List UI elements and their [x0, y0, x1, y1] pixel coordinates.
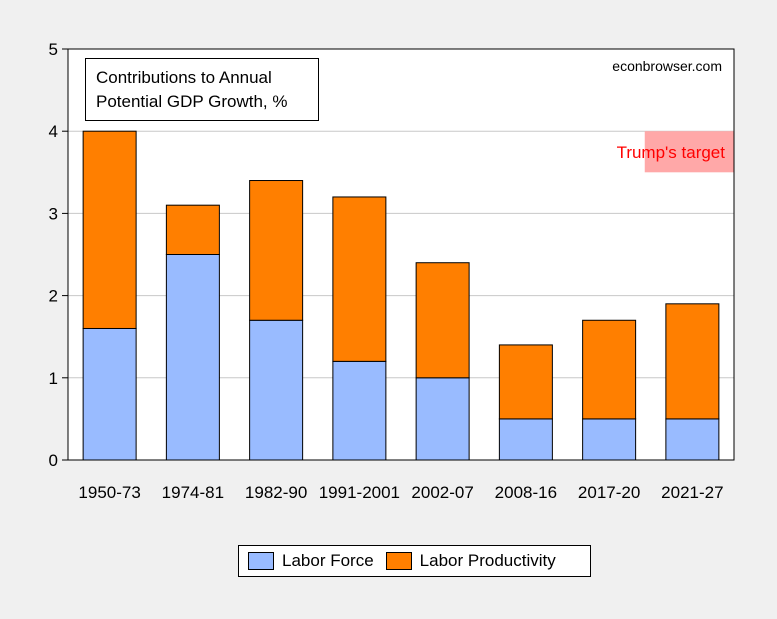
- y-tick-label: 0: [49, 451, 58, 470]
- bar-labor-force-2002-07: [415, 377, 470, 461]
- y-tick-label: 2: [49, 287, 58, 306]
- legend-swatch-labor-force: [248, 552, 274, 570]
- axes: 0 1 2 3 4 5 1950-73 1974-81 1982-90 1991-2001 2002…: [49, 40, 735, 502]
- y-tick-label: 5: [49, 40, 58, 59]
- bar-labor-force-1991-2001: [332, 360, 387, 461]
- bar-labor-productivity-1974-81: [165, 204, 220, 255]
- bar-labor-force-2008-16: [498, 418, 553, 461]
- x-tick-label: 2008-16: [495, 483, 557, 502]
- x-tick-label: 1974-81: [162, 483, 224, 502]
- bars: [82, 130, 720, 461]
- y-tick-label: 3: [49, 204, 58, 223]
- x-tick-label: 2017-20: [578, 483, 640, 502]
- target-band-layer: Trump's target: [617, 131, 734, 173]
- bar-labor-productivity-2002-07: [415, 262, 470, 379]
- x-tick-label: 1982-90: [245, 483, 307, 502]
- source-label: econbrowser.com: [612, 58, 722, 74]
- plot-frame: [67, 48, 735, 461]
- bar-labor-productivity-2008-16: [498, 344, 553, 420]
- bar-labor-force-1982-90: [249, 319, 304, 461]
- x-tick-label: 2002-07: [411, 483, 473, 502]
- x-tick-label: 1991-2001: [319, 483, 400, 502]
- x-tick-label: 1950-73: [78, 483, 140, 502]
- target-band-label: Trump's target: [617, 143, 726, 162]
- bar-labor-productivity-2017-20: [582, 319, 637, 420]
- bar-labor-force-2017-20: [582, 418, 637, 461]
- legend-item-labor-force: Labor Force: [248, 551, 374, 571]
- chart-title-line-2: Potential GDP Growth, %: [96, 92, 288, 111]
- bar-labor-productivity-1982-90: [249, 180, 304, 321]
- y-tick-label: 1: [49, 369, 58, 388]
- bar-labor-force-1974-81: [165, 254, 220, 461]
- legend-label-labor-force: Labor Force: [282, 551, 374, 570]
- bar-labor-productivity-1991-2001: [332, 196, 387, 362]
- bar-labor-force-2021-27: [665, 418, 720, 461]
- legend-swatch-labor-productivity: [385, 552, 412, 570]
- bar-labor-productivity-2021-27: [665, 303, 720, 420]
- legend-label-labor-productivity: Labor Productivity: [419, 551, 556, 570]
- bar-labor-force-1950-73: [82, 327, 137, 461]
- chart-title-line-1: Contributions to Annual: [96, 68, 272, 87]
- legend: Labor Force Labor Productivity: [238, 545, 591, 577]
- legend-item-labor-productivity: Labor Productivity: [385, 551, 556, 571]
- bar-labor-productivity-1950-73: [82, 130, 137, 329]
- y-tick-label: 4: [49, 122, 58, 141]
- target-band: [644, 131, 734, 173]
- chart-title: Contributions to Annual Potential GDP Gr…: [85, 58, 319, 121]
- x-tick-label: 2021-27: [661, 483, 723, 502]
